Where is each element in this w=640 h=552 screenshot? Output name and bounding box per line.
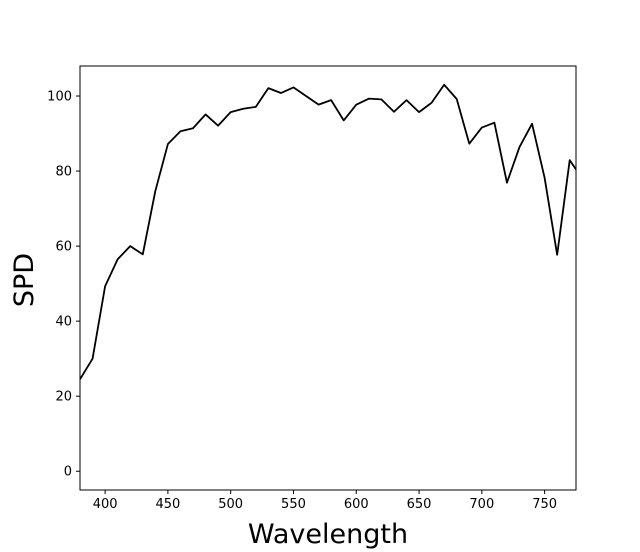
plot-frame — [79, 65, 577, 491]
y-tick-label: 0 — [64, 465, 72, 480]
x-tick-label: 650 — [407, 497, 432, 512]
x-tick-label: 700 — [469, 497, 494, 512]
x-tick-label: 500 — [218, 497, 243, 512]
x-tick-label: 450 — [155, 497, 180, 512]
y-tick-label: 80 — [55, 165, 72, 180]
x-tick-label: 550 — [281, 497, 306, 512]
x-tick-label: 750 — [532, 497, 557, 512]
y-tick-label: 20 — [55, 390, 72, 405]
y-axis-label: SPD — [9, 253, 40, 307]
x-axis-label: Wavelength — [248, 519, 408, 550]
x-tick-label: 400 — [93, 497, 118, 512]
y-tick-label: 100 — [47, 90, 72, 105]
axis-ticks: 400 450 500 550 600 650 700 750 0 20 40 60 80 100 — [47, 90, 557, 512]
y-tick-label: 60 — [55, 240, 72, 255]
y-tick-label: 40 — [55, 315, 72, 330]
spd-series-line — [80, 83, 576, 380]
x-tick-label: 600 — [344, 497, 369, 512]
